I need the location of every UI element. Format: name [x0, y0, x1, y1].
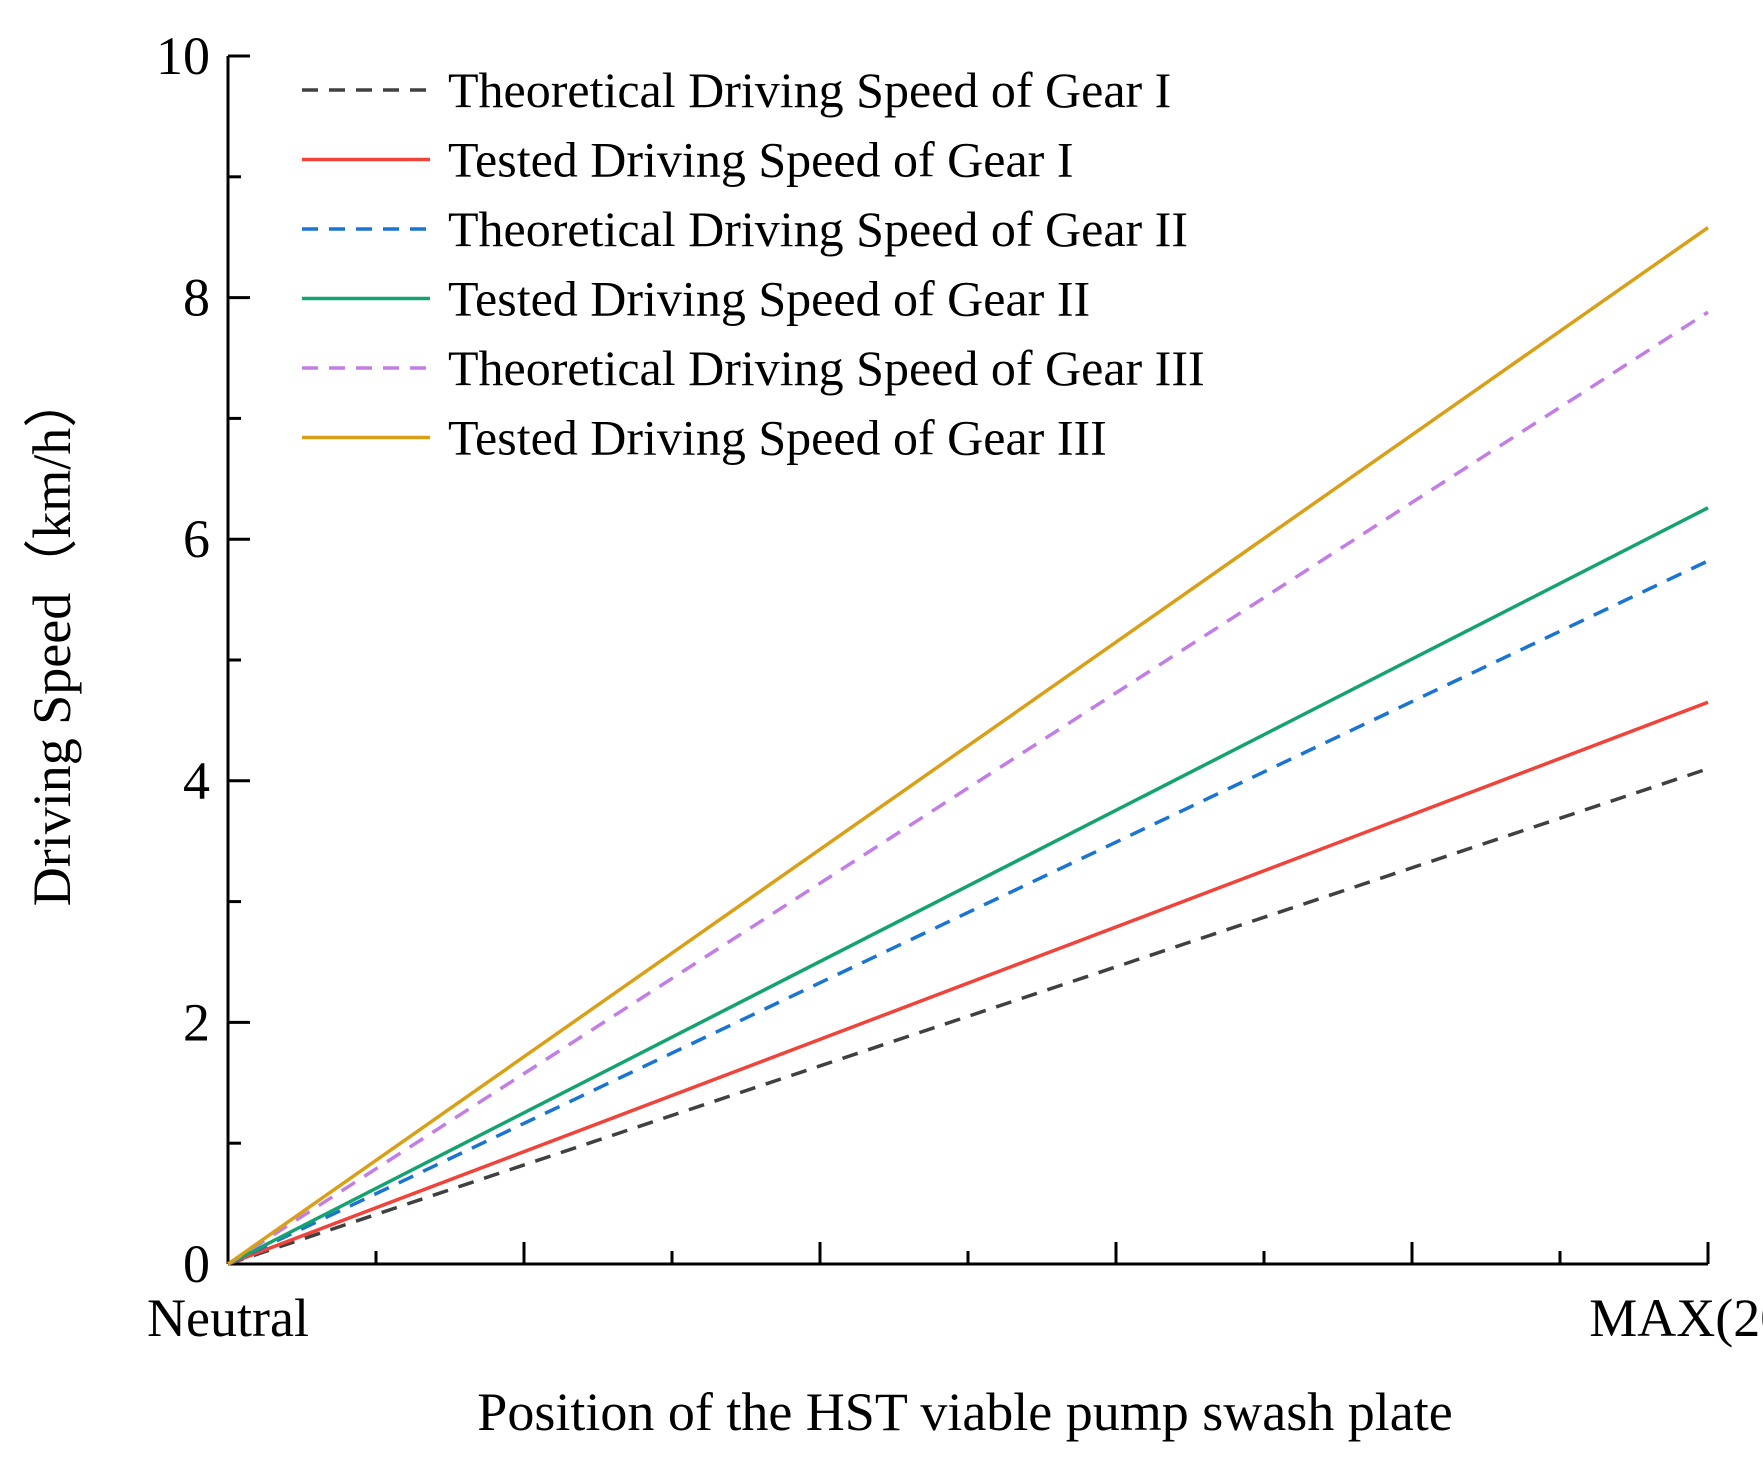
series-line-3: [227, 559, 1709, 1266]
series-line-4: [227, 506, 1709, 1266]
y-tick-label: 2: [183, 992, 210, 1052]
legend-label: Theoretical Driving Speed of Gear II: [448, 201, 1188, 257]
legend-label: Tested Driving Speed of Gear II: [448, 271, 1090, 327]
series-line-5: [227, 310, 1709, 1266]
series-line-6: [226, 226, 1710, 1266]
x-axis-label: Position of the HST viable pump swash pl…: [477, 1382, 1452, 1442]
y-axis-label: Driving Speed（km/h）: [22, 374, 82, 906]
x-tick-label: MAX(20°): [1589, 1288, 1763, 1348]
plot-area: 0 2 4 6 8 10 Neutral MAX(20°): [147, 26, 1763, 1348]
series-line-2: [227, 700, 1709, 1266]
series-line-1: [227, 767, 1709, 1266]
legend-label: Theoretical Driving Speed of Gear III: [448, 340, 1205, 396]
x-ticks: Neutral MAX(20°): [147, 1242, 1763, 1348]
y-tick-label: 6: [183, 509, 210, 569]
legend-label: Tested Driving Speed of Gear III: [448, 410, 1107, 466]
y-tick-label: 10: [156, 26, 210, 86]
legend-label: Theoretical Driving Speed of Gear I: [448, 62, 1171, 118]
legend: Theoretical Driving Speed of Gear I Teste…: [302, 62, 1205, 466]
y-tick-label: 8: [183, 268, 210, 328]
series-lines: [226, 226, 1710, 1266]
y-tick-label: 0: [183, 1234, 210, 1294]
x-tick-label: Neutral: [147, 1288, 309, 1348]
legend-label: Tested Driving Speed of Gear I: [448, 132, 1073, 188]
y-tick-label: 4: [183, 751, 210, 811]
y-ticks: 0 2 4 6 8 10: [156, 26, 250, 1294]
